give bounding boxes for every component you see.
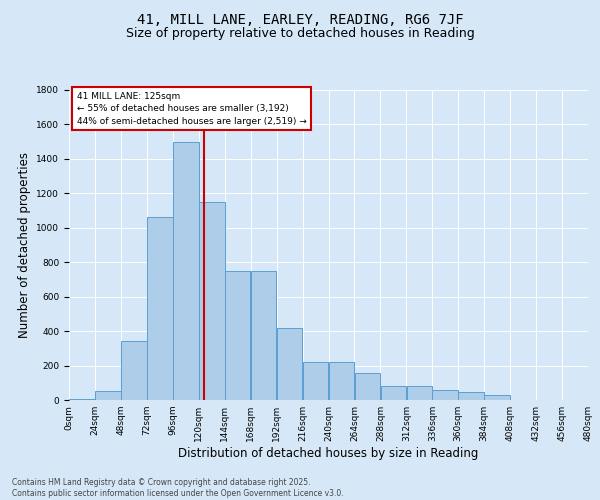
Bar (173, 142, 199, 400)
Bar (303, 362, 328, 400)
Bar (199, 202, 224, 400)
Bar (329, 362, 354, 400)
Text: Size of property relative to detached houses in Reading: Size of property relative to detached ho… (125, 28, 475, 40)
Bar (277, 328, 302, 400)
Bar (433, 390, 458, 400)
Bar (458, 392, 484, 400)
Bar (121, 342, 146, 400)
Bar (355, 374, 380, 400)
Bar (407, 386, 432, 400)
Y-axis label: Number of detached properties: Number of detached properties (18, 152, 31, 338)
Bar (225, 271, 250, 400)
Bar (95, 392, 121, 400)
Text: Contains HM Land Registry data © Crown copyright and database right 2025.
Contai: Contains HM Land Registry data © Crown c… (12, 478, 344, 498)
Text: 41 MILL LANE: 125sqm
← 55% of detached houses are smaller (3,192)
44% of semi-de: 41 MILL LANE: 125sqm ← 55% of detached h… (77, 92, 307, 126)
Bar (251, 271, 277, 400)
Bar (380, 386, 406, 400)
Text: 41, MILL LANE, EARLEY, READING, RG6 7JF: 41, MILL LANE, EARLEY, READING, RG6 7JF (137, 12, 463, 26)
Bar (147, 218, 173, 400)
Bar (484, 395, 510, 400)
Bar (69, 399, 95, 400)
X-axis label: Distribution of detached houses by size in Reading: Distribution of detached houses by size … (178, 447, 479, 460)
